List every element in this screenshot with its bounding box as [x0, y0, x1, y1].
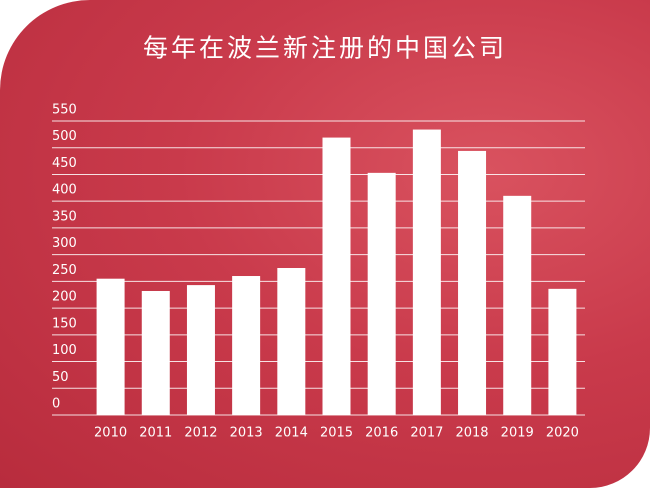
- chart-title: 每年在波兰新注册的中国公司: [143, 34, 507, 63]
- x-tick-label: 2011: [139, 426, 172, 441]
- y-tick-label: 150: [52, 316, 77, 331]
- x-tick-label: 2017: [410, 426, 443, 441]
- x-tick-label: 2020: [546, 426, 579, 441]
- x-tick-label: 2015: [320, 426, 353, 441]
- bar: [548, 288, 577, 415]
- bar: [322, 137, 351, 415]
- bar: [277, 268, 306, 415]
- bar: [232, 276, 261, 415]
- bar: [96, 278, 125, 415]
- x-tick-label: 2014: [275, 426, 308, 441]
- y-tick-label: 200: [52, 290, 77, 305]
- x-tick-label: 2016: [365, 426, 398, 441]
- y-tick-label: 50: [52, 370, 69, 385]
- y-tick-label: 400: [52, 183, 77, 198]
- y-tick-label: 100: [52, 343, 77, 358]
- bar: [458, 150, 487, 415]
- bar: [503, 195, 532, 415]
- x-tick-label: 2010: [94, 426, 127, 441]
- x-tick-label: 2019: [501, 426, 534, 441]
- bar: [367, 172, 396, 415]
- bar: [412, 129, 441, 415]
- y-tick-label: 550: [52, 103, 77, 118]
- bar: [141, 290, 170, 415]
- y-tick-label: 0: [52, 397, 60, 412]
- y-tick-label: 350: [52, 209, 77, 224]
- bar: [186, 285, 215, 415]
- x-tick-label: 2018: [455, 426, 488, 441]
- y-tick-label: 300: [52, 236, 77, 251]
- x-tick-label: 2012: [184, 426, 217, 441]
- y-tick-label: 450: [52, 156, 77, 171]
- y-tick-label: 500: [52, 129, 77, 144]
- y-tick-label: 250: [52, 263, 77, 278]
- x-tick-label: 2013: [230, 426, 263, 441]
